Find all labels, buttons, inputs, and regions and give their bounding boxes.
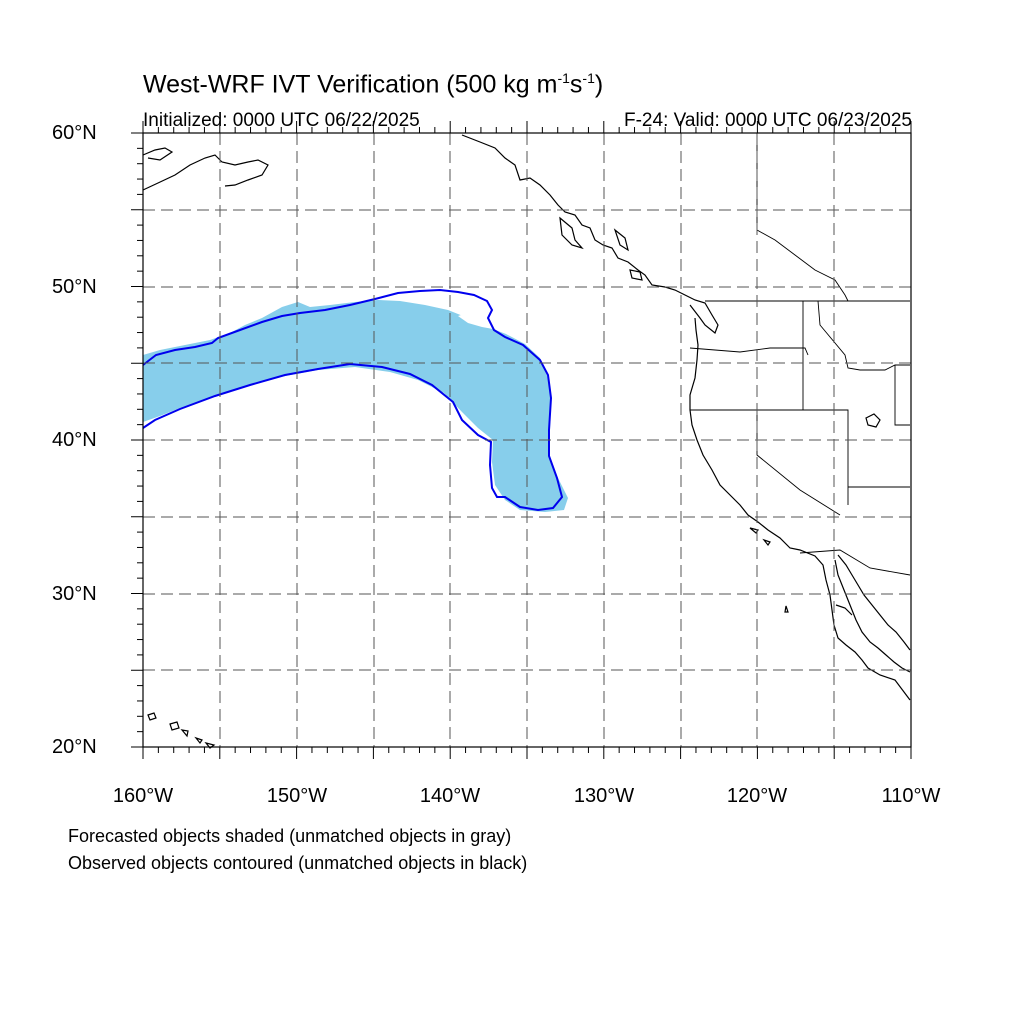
state-borders xyxy=(689,135,911,576)
axis-ticks xyxy=(131,121,912,759)
lon-label-120w: 120°W xyxy=(726,785,788,807)
lat-label-50n: 50°N xyxy=(52,276,97,298)
lon-label-150w: 150°W xyxy=(266,785,328,807)
lon-label-140w: 140°W xyxy=(419,785,481,807)
forecast-ivt-object xyxy=(143,300,568,512)
initialized-time: Initialized: 0000 UTC 06/22/2025 xyxy=(143,110,420,131)
forecast-ivt-shading xyxy=(143,300,568,512)
observed-note: Observed objects contoured (unmatched ob… xyxy=(68,853,528,873)
valid-time: F-24: Valid: 0000 UTC 06/23/2025 xyxy=(624,110,912,131)
lat-label-30n: 30°N xyxy=(52,583,97,605)
lon-label-160w: 160°W xyxy=(112,785,174,807)
lat-label-60n: 60°N xyxy=(52,122,97,144)
political-boundaries xyxy=(689,135,911,576)
grid-lines xyxy=(143,133,911,747)
forecast-note: Forecasted objects shaded (unmatched obj… xyxy=(68,826,512,846)
lon-label-130w: 130°W xyxy=(573,785,635,807)
alaska-coast xyxy=(142,134,719,334)
lon-label-110w: 110°W xyxy=(881,785,941,807)
lat-label-40n: 40°N xyxy=(52,429,97,451)
forecast-ivt-hole xyxy=(458,312,493,329)
map-title: West-WRF IVT Verification (500 kg m-1s-1… xyxy=(143,70,604,99)
west-coast xyxy=(689,317,911,701)
observed-ivt-contour xyxy=(142,288,564,512)
lat-label-20n: 20°N xyxy=(52,736,97,758)
baja-california xyxy=(834,554,911,673)
